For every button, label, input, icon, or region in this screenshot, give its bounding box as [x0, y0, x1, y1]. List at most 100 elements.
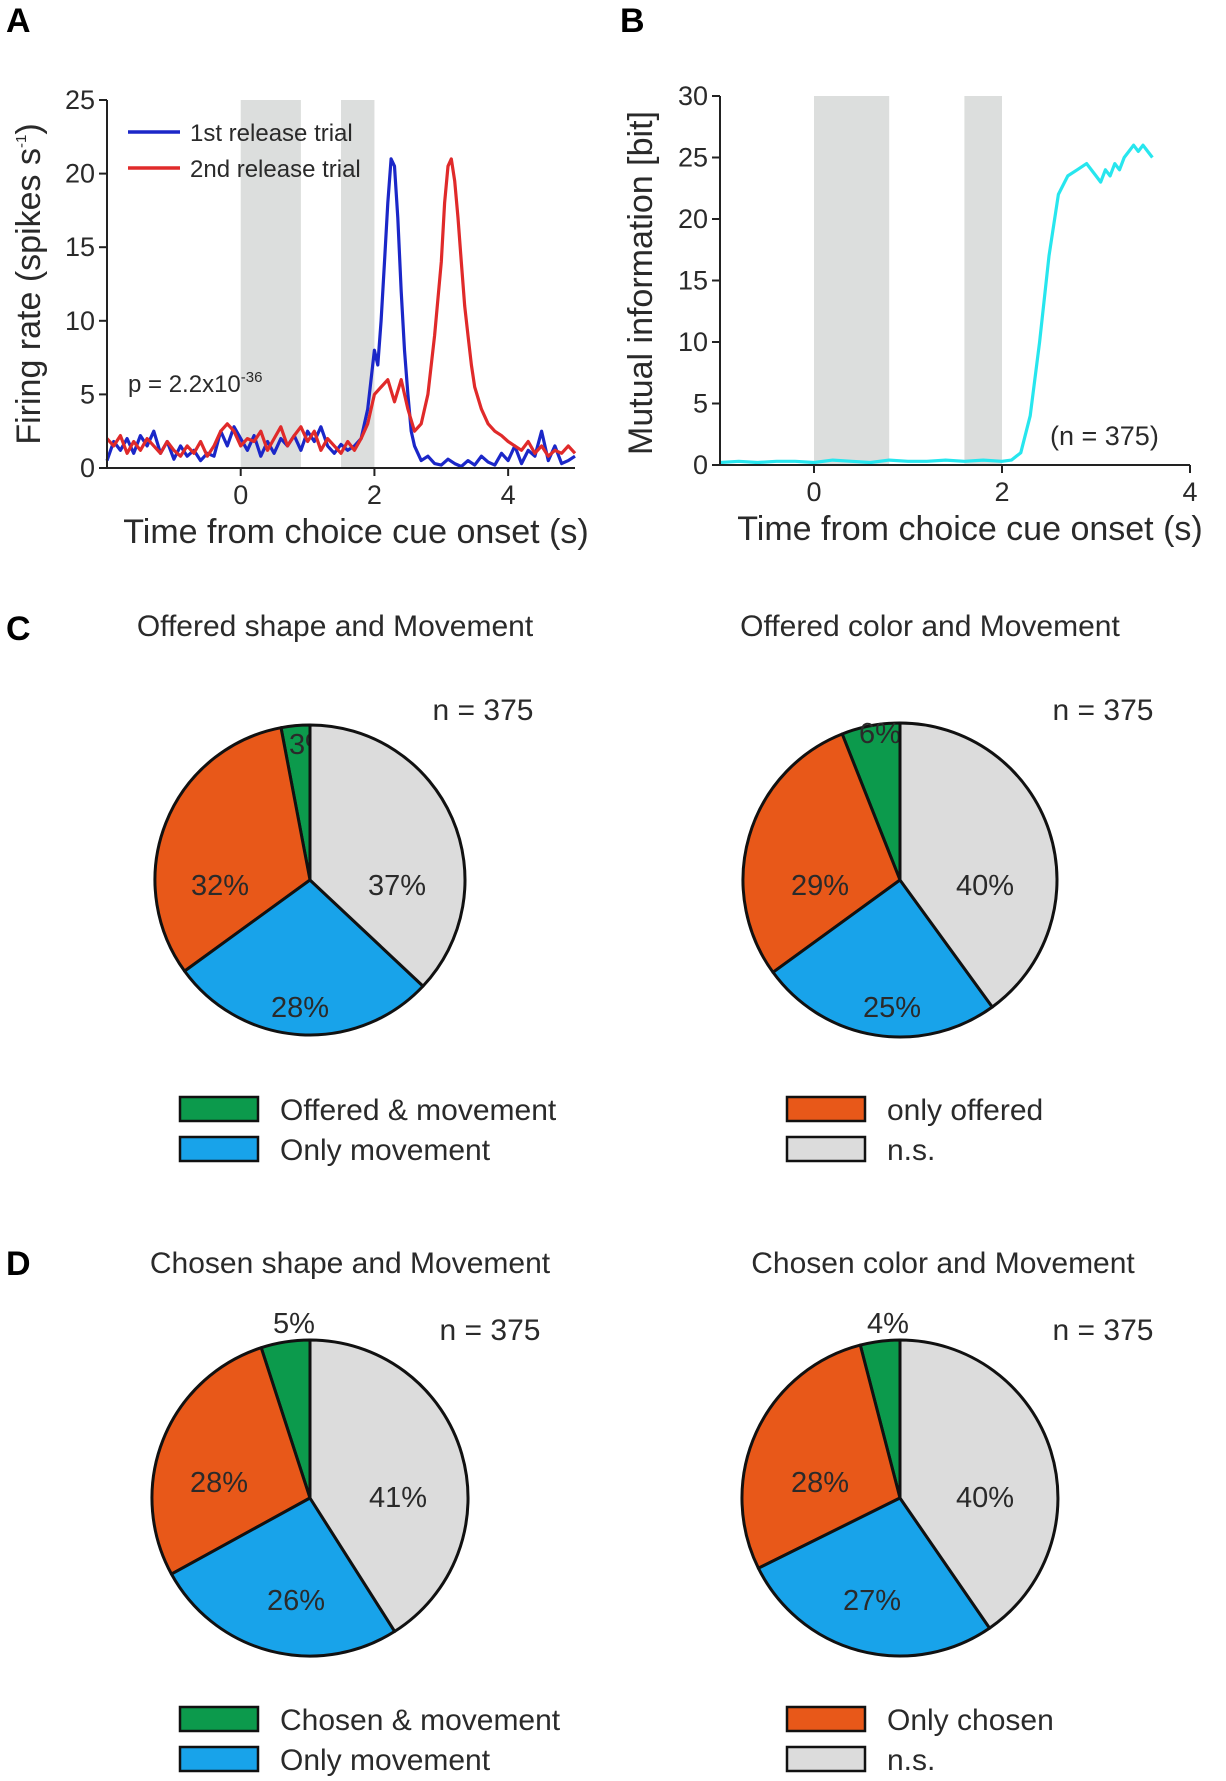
pie-chart-4: Chosen color and Movement n = 375 4% 28% 27%… [740, 1247, 1154, 1658]
y-axis-label-close: ) [10, 123, 48, 134]
shaded-interval-1 [814, 96, 890, 465]
pie-slice-only-chosen [740, 1343, 902, 1570]
shaded-interval-2 [964, 96, 1002, 465]
y-tick-label: 20 [678, 204, 708, 234]
legend-swatch-c-2 [178, 1135, 260, 1163]
y-tick-label: 15 [65, 232, 95, 262]
pie-slice-label: 6% [859, 718, 901, 750]
x-tick-label: 0 [806, 477, 821, 507]
x-tick-label: 2 [367, 480, 382, 510]
pie-chart-2: Offered color and Movement n = 375 6% 29% 25… [740, 610, 1154, 1039]
pie-slice-n-s- [308, 723, 467, 988]
pie-slice-label: 29% [791, 870, 849, 902]
pie-slice-only-movement [756, 1496, 992, 1658]
legend-swatch-d-3 [785, 1705, 867, 1733]
legend-label-c-4: n.s. [887, 1134, 935, 1167]
y-axis-label: Firing rate (spikes s-1) [10, 123, 48, 444]
pie-slice-label: 28% [190, 1467, 248, 1499]
pie-slice-only-offered [153, 726, 312, 973]
panel-letter-b: B [620, 2, 645, 40]
pie-n-label: n = 375 [433, 694, 534, 727]
y-tick-label: 5 [80, 379, 95, 409]
pie-slice-n-s- [898, 1338, 1060, 1630]
y-tick-label: 30 [678, 81, 708, 111]
legend-label-d-1: Chosen & movement [280, 1704, 561, 1737]
pie-slice-only-movement [771, 878, 994, 1039]
panel-letter-a: A [6, 2, 31, 40]
pie-slice-label: 37% [368, 870, 426, 902]
x-tick-label: 0 [233, 480, 248, 510]
legend-label-2: 2nd release trial [190, 156, 361, 183]
y-axis-label-main: Firing rate (spikes s [10, 148, 48, 445]
y-tick-label: 10 [678, 327, 708, 357]
pie-slice-label: 41% [369, 1482, 427, 1514]
pie-slice-label: 26% [267, 1585, 325, 1617]
pie-slice-only-offered [741, 732, 902, 974]
pie-slice-label: 40% [956, 1482, 1014, 1514]
x-tick-label: 4 [501, 480, 516, 510]
panel-letter-d: D [6, 1245, 31, 1283]
x-axis-label: Time from choice cue onset (s) [737, 510, 1202, 548]
legend-label-1: 1st release trial [190, 120, 353, 147]
y-tick-label: 25 [678, 143, 708, 173]
x-tick-label: 2 [994, 477, 1009, 507]
pie-slice-only-movement [183, 878, 425, 1037]
pie-slice-label: 27% [843, 1585, 901, 1617]
legend-swatch-c-1 [178, 1095, 260, 1123]
pie-n-label: n = 375 [1053, 1314, 1154, 1347]
pie-title: Chosen color and Movement [751, 1247, 1135, 1280]
legend-label-d-4: n.s. [887, 1744, 935, 1777]
panel-letter-c: C [6, 610, 31, 648]
legend-swatch-d-1 [178, 1705, 260, 1733]
y-tick-label: 10 [65, 306, 95, 336]
series-line-2 [105, 157, 577, 458]
pie-title: Offered shape and Movement [137, 610, 534, 643]
pie-slice-only-movement [170, 1496, 397, 1658]
pie-slice-label: 4% [867, 1308, 909, 1340]
p-value-main: p = 2.2x10 [128, 371, 241, 398]
pie-slice-label: 5% [273, 1308, 315, 1340]
pie-title: Chosen shape and Movement [150, 1247, 551, 1280]
pie-slice-n-s- [898, 721, 1059, 1009]
legend-swatch-c-3 [785, 1095, 867, 1123]
y-axis-label: Mutual information [bit] [622, 111, 660, 455]
pie-slice-label: 28% [791, 1467, 849, 1499]
y-tick-label: 20 [65, 159, 95, 189]
series-line-1 [719, 143, 1154, 465]
legend-label-d-2: Only movement [280, 1744, 491, 1777]
y-tick-label: 0 [80, 453, 95, 483]
y-tick-label: 5 [693, 389, 708, 419]
pie-slice-label: 28% [271, 992, 329, 1024]
pie-chart-3: Chosen shape and Movement n = 375 5% 28% 26%… [150, 1247, 551, 1658]
pie-slice-label: 40% [956, 870, 1014, 902]
pie-n-label: n = 375 [440, 1314, 541, 1347]
pie-slice-only-chosen [150, 1346, 312, 1576]
legend-label-c-2: Only movement [280, 1134, 491, 1167]
legend-swatch-d-4 [785, 1745, 867, 1773]
y-axis-label-sup: -1 [13, 135, 30, 148]
y-tick-label: 15 [678, 266, 708, 296]
pie-slice-n-s- [308, 1338, 470, 1633]
pie-legends: Offered & movement Only movement only offe… [178, 1094, 1054, 1777]
shaded-interval-1 [240, 100, 301, 468]
y-tick-label: 25 [65, 85, 95, 115]
pie-title: Offered color and Movement [740, 610, 1120, 643]
legend-label-c-3: only offered [887, 1094, 1043, 1127]
pie-n-label: n = 375 [1053, 694, 1154, 727]
y-tick-label: 0 [693, 450, 708, 480]
x-tick-label: 4 [1182, 477, 1197, 507]
legend-label-c-1: Offered & movement [280, 1094, 557, 1127]
p-value-sup: -36 [241, 369, 263, 386]
n-annotation: (n = 375) [1050, 421, 1159, 451]
legend-label-d-3: Only chosen [887, 1704, 1054, 1737]
legend-swatch-c-4 [785, 1135, 867, 1163]
legend-swatch-d-2 [178, 1745, 260, 1773]
pie-slice-label: 32% [191, 870, 249, 902]
x-axis-label: Time from choice cue onset (s) [123, 513, 588, 551]
pie-slice-label: 25% [863, 992, 921, 1024]
